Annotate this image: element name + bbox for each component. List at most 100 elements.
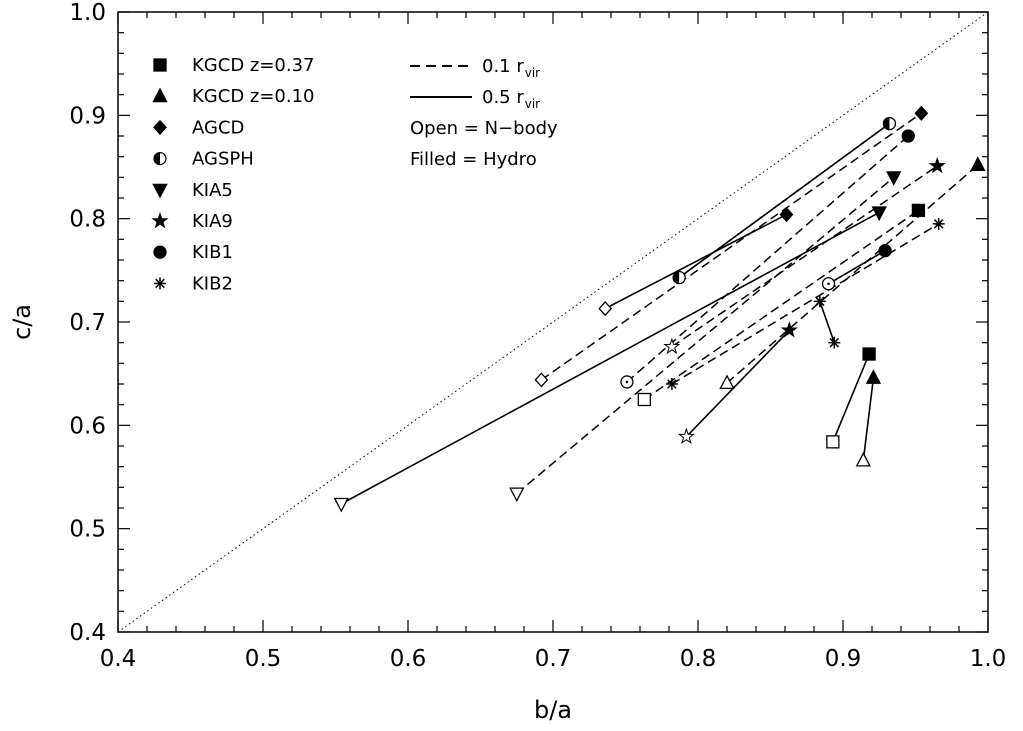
legend-marker-triangle-down-shape [152,183,168,199]
series-diamond-solid-filled-point [779,206,794,223]
series-triangle-down-solid-line [340,211,880,505]
series-triangle-up-dashed-open-point-shape [719,374,735,390]
series-circle-solid-filled-point-shape [878,244,892,258]
series-asterisk-dashed-line [671,223,940,385]
series-asterisk-solid-filled-point-arm [815,296,825,307]
legend-label: KIA5 [192,180,233,201]
series-star-solid-filled-point-shape [780,321,798,338]
series-asterisk-dashed-open-point-arm [667,379,677,389]
series-triangle-up-dashed-filled-point-shape [970,156,986,171]
series-star-solid-filled-point [780,321,798,338]
series-triangle-down-solid-filled-point-shape [871,206,887,222]
series-diamond-dashed-filled-point-shape [914,105,929,121]
x-tick-label: 0.9 [825,646,862,672]
series-triangle-up-solid-filled-point-shape [865,369,882,384]
series-asterisk-solid-filled-point [813,295,826,308]
series-triangle-up-solid-open-point-shape [855,451,871,467]
series-square-solid-open-point-shape [826,435,840,449]
series-circle-dashed-open-point-dot [625,380,629,384]
y-tick-label: 1.0 [69,0,106,26]
series-triangle-down-solid-filled-point [871,206,887,222]
series-star-dashed-line [671,165,938,348]
y-axis-label: c/a [8,304,36,340]
legend-label: AGSPH [192,149,254,170]
series-triangle-up-dashed-open-point [719,374,735,390]
series-triangle-up-solid-filled-point [865,369,882,384]
legend-line-label: 0.1 r [482,56,524,77]
series-diamond-dashed-open-point [534,372,549,388]
y-tick-label: 0.7 [69,310,106,336]
series-half-circle-solid-open-point [672,270,686,285]
series-square-dashed-filled-point [911,203,926,218]
x-tick-label: 0.7 [535,646,572,672]
legend-line-subscript: vir [525,97,540,111]
series-half-circle-solid-filled-point [882,116,897,131]
series-star-solid-open-point [677,427,695,445]
series-star-solid-line [685,329,790,438]
legend-marker-triangle-down [152,183,168,199]
series-asterisk-dashed-filled-point-arm [933,219,944,229]
series-star-dashed-open-point-shape [663,337,681,355]
series-triangle-down-dashed-open-point [509,487,525,503]
series-half-circle-solid-line [678,122,890,279]
series-diamond-dashed-filled-point [914,105,929,121]
series-asterisk-dashed-filled-point [932,217,945,230]
series-circle-solid-line [828,250,886,285]
legend-label: KIB2 [192,273,233,294]
series-square-dashed-line [643,209,919,401]
x-tick-label: 0.4 [100,646,137,672]
series-circle-dashed-open-point [620,375,634,389]
legend-line-subscript: vir [525,66,540,80]
series-triangle-up-solid-open-point [855,451,871,467]
series-star-dashed-open-point [663,337,681,355]
series-triangle-up-solid-line [862,377,875,461]
legend-marker-square-shape [153,58,167,72]
legend-marker-half-circle [153,152,167,166]
legend-marker-circle [153,245,167,259]
y-tick-label: 0.5 [69,517,106,543]
series-diamond-solid-open-point [598,301,613,317]
series-circle-dashed-line [626,135,909,383]
legend-marker-triangle-up [152,87,168,103]
series-square-solid-line [832,353,870,443]
legend: KGCD z=0.37 KGCD z=0.10 AGCD AGSPH KIA5 KIA9 K… [151,55,558,294]
y-tick-label: 0.6 [69,413,106,439]
legend-marker-half-circle-fill [154,152,160,165]
legend-marker-asterisk [154,277,166,290]
series-square-solid-filled-point [862,347,876,361]
x-tick-label: 0.8 [680,646,717,672]
legend-marker-star [151,211,169,229]
legend-line-label: 0.5 r [482,87,524,108]
legend-marker-square [153,58,167,72]
legend-note: Filled = Hydro [410,149,537,170]
y-tick-label: 0.4 [69,620,106,646]
series-square-solid-filled-point-shape [862,347,876,361]
series-triangle-down-dashed-filled-point-shape [886,171,902,186]
series-square-solid-open-point [826,435,840,449]
series-circle-dashed-filled-point [901,129,915,143]
x-axis-label: b/a [534,696,572,724]
legend-marker-diamond-shape [153,119,167,135]
y-tick-label: 0.8 [69,207,106,233]
series-diamond-solid-filled-point-shape [779,206,794,223]
legend-note: Open = N−body [410,118,558,139]
series-diamond-dashed-line [540,112,922,381]
series-asterisk-solid-open-point-arm [829,337,840,348]
y-tick-label: 0.9 [69,103,106,129]
x-tick-label: 0.6 [390,646,427,672]
series-star-solid-open-point-shape [677,427,695,445]
series-circle-solid-open-point-dot [827,282,830,286]
series-asterisk-solid-line [819,301,836,343]
legend-marker-star-shape [151,211,169,229]
series-half-circle-solid-filled-point-fill [883,117,890,130]
series-triangle-down-dashed-line [516,176,895,495]
series-asterisk-dashed-open-point [665,378,678,390]
legend-label: KGCD z=0.10 [192,86,315,107]
plot-area [117,11,989,633]
legend-marker-diamond [153,119,167,135]
x-tick-label: 0.5 [245,646,282,672]
legend-label: KGCD z=0.37 [192,55,315,76]
legend-label: KIB1 [192,242,233,263]
legend-marker-triangle-up-shape [152,87,168,103]
